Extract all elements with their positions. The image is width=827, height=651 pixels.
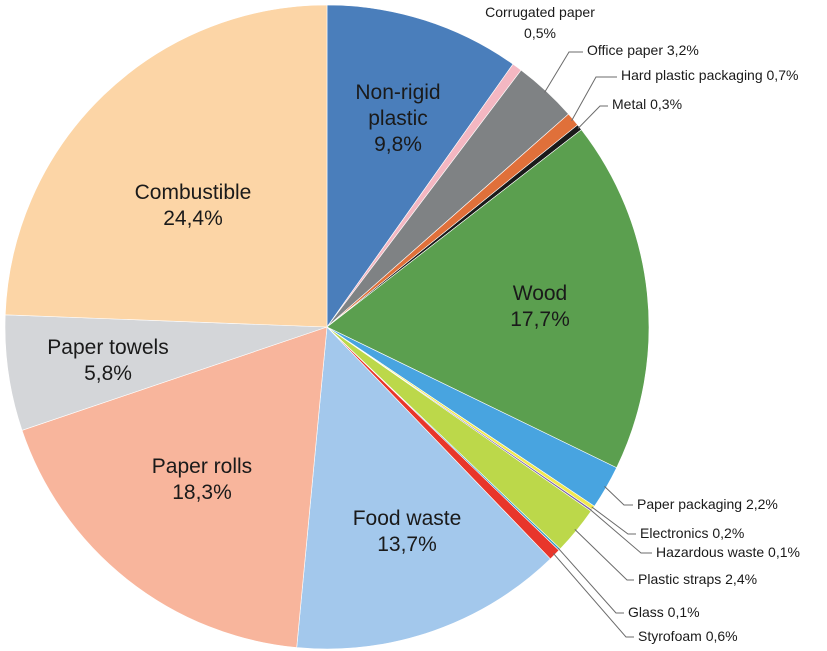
leader-lines bbox=[544, 51, 652, 638]
slice-label-hazardous-waste-1: Hazardous waste 0,1% bbox=[656, 544, 800, 560]
pie-slice-food-waste bbox=[296, 326, 551, 650]
slice-label-wood-2: 17,7% bbox=[510, 308, 570, 331]
slice-label-non-rigid-plastic-2: plastic bbox=[368, 107, 428, 130]
leader-line-electronics bbox=[591, 506, 636, 535]
slice-label-paper-packaging-1: Paper packaging 2,2% bbox=[637, 496, 778, 512]
leader-line-hard-plastic-packaging bbox=[571, 76, 617, 121]
slice-label-electronics-1: Electronics 0,2% bbox=[640, 525, 744, 541]
leader-line-hazardous-waste bbox=[589, 509, 652, 554]
slice-label-styrofoam-1: Styrofoam 0,6% bbox=[638, 628, 738, 644]
pie-slices bbox=[4, 4, 650, 650]
slice-label-hard-plastic-packaging-1: Hard plastic packaging 0,7% bbox=[621, 67, 798, 83]
pie-slice-wood bbox=[326, 129, 650, 469]
slice-label-metal-1: Metal 0,3% bbox=[612, 96, 682, 112]
slice-label-combustible-2: 24,4% bbox=[163, 207, 223, 230]
slice-label-combustible-1: Combustible bbox=[135, 181, 252, 204]
leader-line-paper-packaging bbox=[604, 486, 633, 506]
pie-slice-paper-rolls bbox=[21, 326, 328, 648]
leader-line-styrofoam bbox=[552, 552, 634, 638]
slice-label-paper-rolls-2: 18,3% bbox=[172, 481, 232, 504]
leader-line-plastic-straps bbox=[574, 529, 634, 581]
slice-label-non-rigid-plastic-3: 9,8% bbox=[374, 133, 422, 156]
leader-line-metal bbox=[577, 105, 608, 129]
slice-label-paper-towels-1: Paper towels bbox=[47, 336, 168, 359]
slice-label-food-waste-2: 13,7% bbox=[377, 533, 437, 556]
slice-label-wood-1: Wood bbox=[513, 282, 567, 305]
slice-label-corrugated-paper-1: Corrugated paper bbox=[485, 4, 595, 20]
slice-label-corrugated-paper-2: 0,5% bbox=[524, 25, 556, 41]
slice-label-paper-rolls-1: Paper rolls bbox=[152, 455, 252, 478]
slice-label-plastic-straps-1: Plastic straps 2,4% bbox=[638, 571, 757, 587]
slice-label-food-waste-1: Food waste bbox=[353, 507, 462, 530]
slice-label-glass-1: Glass 0,1% bbox=[628, 604, 700, 620]
leader-line-office-paper bbox=[544, 51, 583, 93]
slice-labels: Non-rigid plastic 9,8% Corrugated paper 0,5%… bbox=[47, 4, 800, 644]
pie-slice-combustible bbox=[4, 4, 328, 328]
slice-label-non-rigid-plastic-1: Non-rigid bbox=[355, 81, 440, 104]
slice-label-office-paper-1: Office paper 3,2% bbox=[587, 42, 699, 58]
leader-line-glass bbox=[557, 547, 624, 614]
pie-slice-non-rigid-plastic bbox=[326, 4, 514, 328]
slice-label-paper-towels-2: 5,8% bbox=[84, 362, 132, 385]
